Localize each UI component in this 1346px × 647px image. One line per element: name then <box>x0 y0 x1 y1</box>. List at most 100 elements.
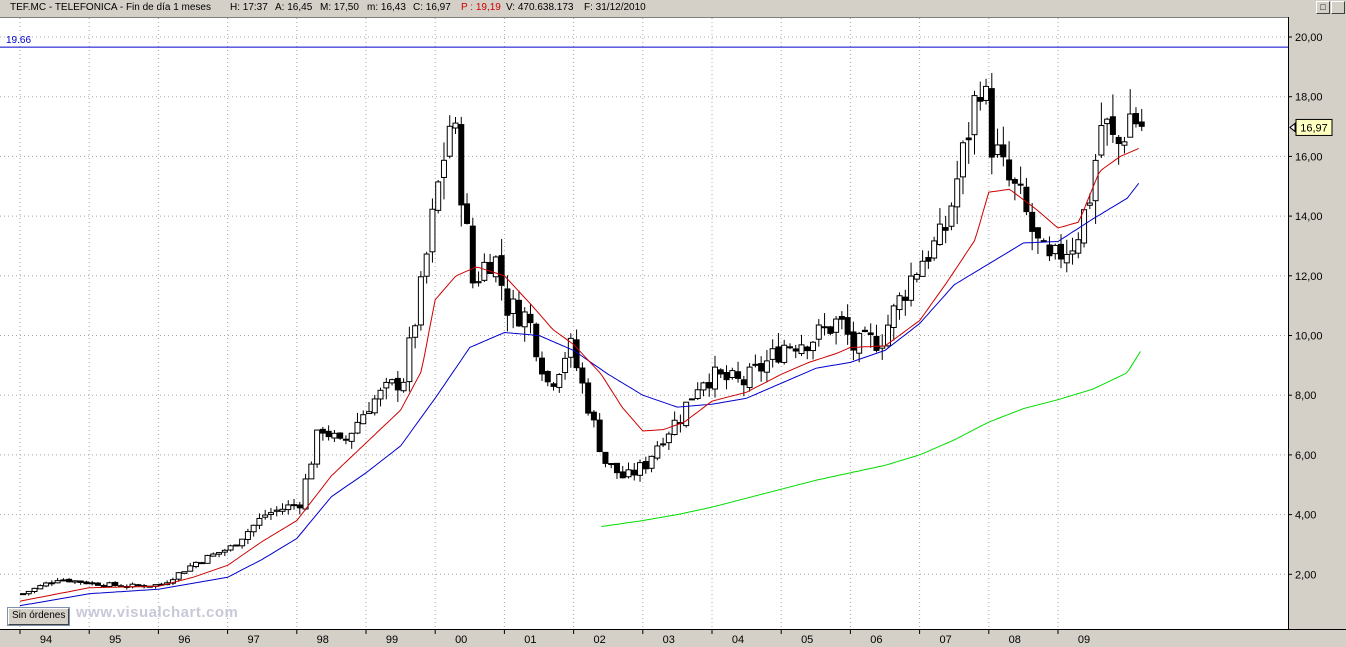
candle-up <box>1052 244 1059 255</box>
candle-up <box>475 281 482 284</box>
header-item: C: 16,97 <box>413 2 451 13</box>
candle-down <box>988 88 995 158</box>
x-tick-label: 99 <box>386 634 398 646</box>
candle-down <box>94 582 101 586</box>
candle-up <box>440 159 447 178</box>
candle-down <box>706 381 713 389</box>
x-tick-label: 04 <box>732 634 744 646</box>
candle-down <box>838 316 845 320</box>
candle-up <box>983 85 990 101</box>
title-bar: TEF.MC - TELEFONICA - Fin de día 1 meses… <box>0 0 1346 16</box>
y-tick-label: 14,00 <box>1295 211 1323 223</box>
moving-average-mid <box>19 182 1140 607</box>
x-tick-label: 06 <box>870 634 882 646</box>
candle-up <box>492 256 499 278</box>
price-chart-area[interactable] <box>0 17 1288 629</box>
candle-up <box>106 582 113 587</box>
candle-up <box>510 298 517 314</box>
candle-up <box>959 142 966 178</box>
moving-average-long <box>601 351 1141 527</box>
candle-up <box>890 305 897 328</box>
candle-up <box>354 421 361 434</box>
candle-down <box>977 97 984 102</box>
candle-up <box>43 582 50 587</box>
candle-up <box>331 432 338 439</box>
candle-down <box>198 562 205 565</box>
candle-up <box>193 561 199 568</box>
candle-up <box>608 463 615 466</box>
x-tick-label: 00 <box>455 634 467 646</box>
header-item: A: 16,45 <box>275 2 313 13</box>
y-tick-label: 20,00 <box>1295 32 1323 44</box>
header-item: H: 17:37 <box>230 2 268 13</box>
candle-up <box>31 587 38 593</box>
candle-up <box>71 580 78 583</box>
candle-up <box>412 325 419 338</box>
restore-button[interactable]: □ <box>1316 1 1330 14</box>
candle-up <box>654 445 661 459</box>
candle-down <box>804 346 811 352</box>
candle-down <box>1138 121 1145 127</box>
watermark: www.visualchart.com <box>76 604 239 621</box>
candle-up <box>308 463 315 480</box>
candle-up <box>371 398 378 414</box>
candle-up <box>187 565 194 572</box>
candle-down <box>1058 243 1064 260</box>
candle-down <box>850 331 857 351</box>
candle-up <box>452 122 459 129</box>
candle-down <box>1034 227 1041 239</box>
last-price-label: 16,97 <box>1300 122 1328 134</box>
candle-up <box>700 382 707 391</box>
candle-up <box>204 554 211 564</box>
candle-up <box>885 324 891 347</box>
orders-button[interactable]: Sin órdenes <box>8 608 70 625</box>
candle-up <box>781 344 788 363</box>
header-item: P : 19,19 <box>461 2 501 13</box>
candle-down <box>1109 116 1116 135</box>
candle-down <box>464 203 471 224</box>
candle-down <box>100 584 107 587</box>
candle-down <box>1040 240 1047 243</box>
restore-icon: □ <box>1320 2 1326 12</box>
candle-down <box>487 261 494 274</box>
candle-up <box>562 357 569 374</box>
candle-down <box>867 332 874 335</box>
candle-down <box>752 363 759 366</box>
candle-down <box>579 367 586 384</box>
candle-down <box>902 296 909 301</box>
candle-up <box>694 389 701 400</box>
candle-up <box>1075 239 1082 254</box>
candle-down <box>631 469 638 476</box>
x-tick-label: 96 <box>178 634 190 646</box>
x-tick-label: 07 <box>939 634 951 646</box>
candle-up <box>181 571 188 574</box>
candle-up <box>210 553 217 557</box>
candle-down <box>925 257 932 262</box>
candle-down <box>527 313 534 324</box>
candle-up <box>37 585 44 590</box>
candle-up <box>919 260 926 277</box>
candle-down <box>20 593 26 596</box>
last-price-arrow <box>1289 122 1296 133</box>
candle-down <box>861 329 868 333</box>
header-item: V: 470.638.173 <box>506 2 574 13</box>
header-item: m: 16,43 <box>367 2 406 13</box>
candle-down <box>498 255 505 286</box>
candle-down <box>619 471 626 479</box>
candle-down <box>296 504 303 509</box>
last-price-box <box>1295 118 1333 136</box>
candle-down <box>735 371 742 379</box>
candle-up <box>60 579 67 582</box>
candle-up <box>913 274 920 280</box>
candle-up <box>1098 125 1105 156</box>
candle-up <box>389 379 396 384</box>
candle-up <box>948 205 955 227</box>
candle-up <box>216 552 223 555</box>
candle-down <box>1115 136 1122 145</box>
candle-up <box>1069 250 1076 255</box>
candle-down <box>533 323 540 358</box>
candle-up <box>25 590 32 595</box>
candle-up <box>936 223 943 246</box>
close-area-button[interactable] <box>1331 1 1345 14</box>
candle-down <box>723 371 730 381</box>
